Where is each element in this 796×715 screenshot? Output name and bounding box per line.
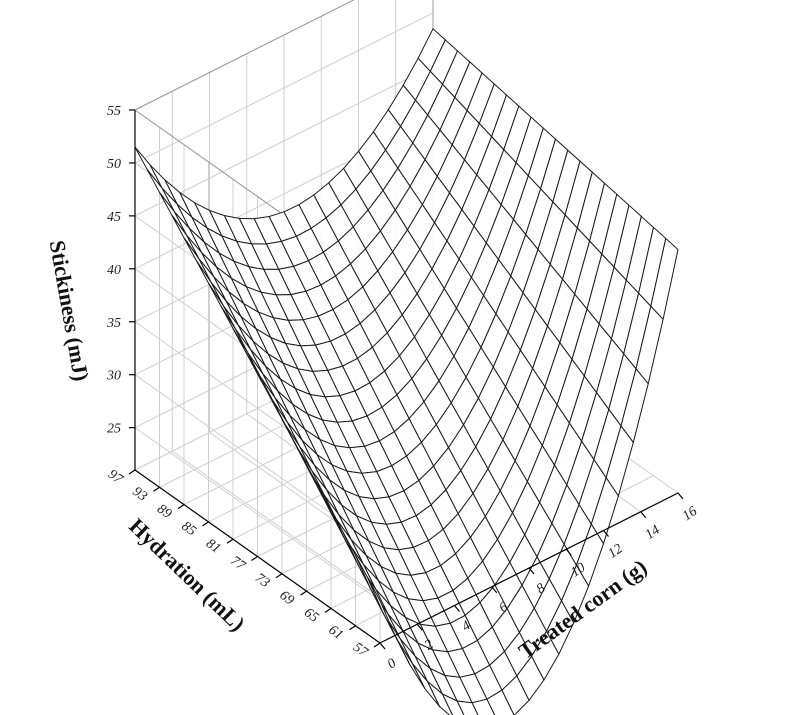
z-tick-label: 40	[107, 263, 121, 278]
surface-cell	[134, 146, 163, 189]
y-tick-label: 85	[178, 519, 198, 539]
y-tick-label: 93	[129, 484, 149, 504]
z-tick-label: 30	[106, 369, 121, 384]
y-tick-label: 69	[276, 588, 296, 608]
y-tick-mark	[202, 521, 209, 527]
side-wall-gridline	[134, 427, 381, 602]
y-tick-mark	[251, 556, 258, 561]
x-tick-label: 12	[606, 541, 626, 561]
z-tick-label: 55	[107, 104, 121, 119]
y-tick-mark	[275, 573, 283, 579]
back-wall-gridline	[134, 12, 434, 164]
surface-cell	[367, 577, 396, 636]
y-tick-label: 77	[227, 553, 248, 574]
y-tick-mark	[177, 504, 185, 510]
y-tick-mark	[128, 469, 136, 475]
y-tick-mark	[226, 538, 234, 544]
z-tick-label: 35	[106, 316, 121, 331]
z-tick-label: 50	[107, 157, 121, 172]
x-tick-label: 16	[680, 504, 700, 524]
y-tick-mark	[324, 607, 332, 613]
z-axis-title: Stickiness (mJ)	[45, 238, 94, 383]
y-tick-label: 65	[301, 605, 321, 625]
y-tick-mark	[153, 486, 160, 492]
back-wall-gridline	[134, 65, 434, 217]
x-tick-mark	[603, 530, 609, 537]
y-tick-mark	[349, 625, 356, 631]
z-tick-label: 45	[107, 210, 121, 225]
x-tick-mark	[454, 605, 460, 612]
z-tick-label: 25	[107, 422, 121, 437]
y-tick-mark	[373, 642, 381, 648]
y-tick-label: 61	[325, 623, 345, 643]
x-tick-label: 10	[568, 560, 588, 580]
x-tick-mark	[379, 642, 386, 650]
y-tick-label: 57	[350, 640, 371, 661]
x-tick-label: 14	[643, 523, 663, 543]
frame-edge	[134, 0, 355, 111]
x-tick-mark	[677, 492, 684, 500]
y-tick-label: 89	[154, 502, 174, 522]
y-tick-label: 97	[105, 467, 126, 488]
x-tick-mark	[640, 511, 647, 519]
x-tick-mark	[491, 586, 498, 594]
tick-labels: 0246810121416576165697377818589939725303…	[105, 104, 700, 672]
x-tick-label: 0	[385, 656, 399, 672]
x-tick-mark	[416, 623, 423, 631]
x-tick-mark	[528, 567, 535, 575]
y-tick-mark	[300, 590, 307, 596]
y-tick-label: 81	[203, 536, 223, 556]
x-tick-mark	[565, 548, 572, 556]
chart-axes	[128, 109, 684, 650]
response-surface	[134, 27, 679, 715]
y-tick-label: 73	[252, 571, 272, 591]
